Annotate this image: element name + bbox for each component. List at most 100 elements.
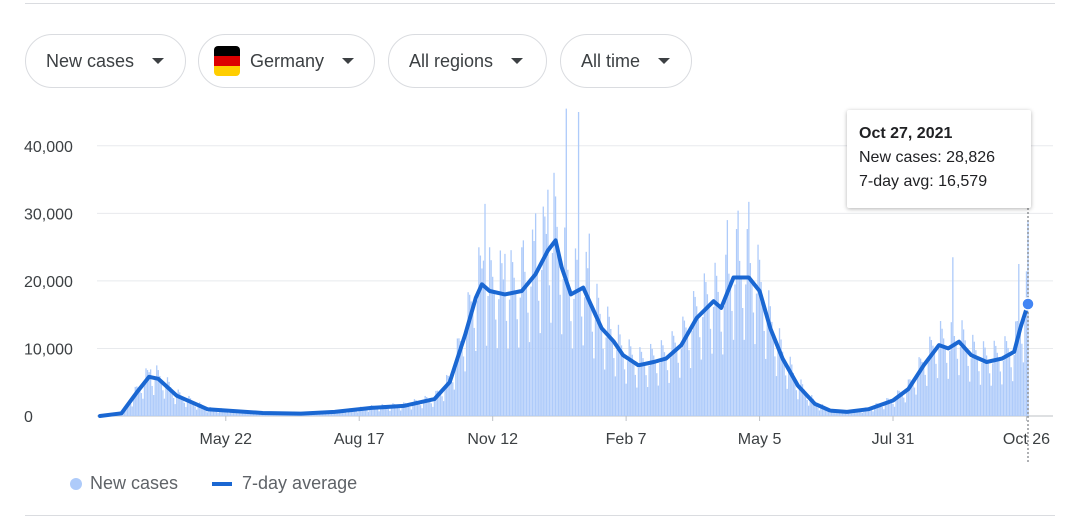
new-cases-bar xyxy=(570,321,572,416)
new-cases-bar xyxy=(946,362,948,416)
new-cases-bar xyxy=(199,402,201,416)
new-cases-bar xyxy=(861,412,863,416)
new-cases-bar xyxy=(551,252,554,416)
new-cases-bar xyxy=(884,403,887,416)
new-cases-bar xyxy=(271,414,273,416)
location-dropdown[interactable]: Germany xyxy=(198,34,375,88)
new-cases-bar xyxy=(987,361,989,416)
new-cases-bar xyxy=(596,283,598,416)
new-cases-bar xyxy=(841,411,844,416)
region-dropdown[interactable]: All regions xyxy=(388,34,547,88)
new-cases-bar xyxy=(206,412,209,416)
new-cases-bar xyxy=(172,397,175,416)
new-cases-bar xyxy=(965,350,968,416)
new-cases-bar xyxy=(731,310,733,416)
new-cases-bar xyxy=(758,259,761,416)
new-cases-bar xyxy=(850,413,853,416)
new-cases-bar xyxy=(392,403,394,416)
new-cases-bar xyxy=(240,411,242,416)
new-cases-bar xyxy=(719,306,721,416)
new-cases-bar xyxy=(488,247,491,416)
new-cases-bar xyxy=(700,359,702,416)
new-cases-bar xyxy=(981,362,983,416)
new-cases-bar xyxy=(548,285,551,416)
new-cases-bar xyxy=(442,401,445,416)
new-cases-bar xyxy=(590,304,592,416)
new-cases-bar xyxy=(880,404,882,416)
new-cases-legend-marker xyxy=(70,477,82,490)
new-cases-bar xyxy=(238,413,241,416)
new-cases-bar xyxy=(248,412,250,416)
new-cases-bar xyxy=(407,404,409,416)
new-cases-bar xyxy=(186,401,189,416)
new-cases-bar xyxy=(438,391,440,416)
new-cases-bar xyxy=(142,398,144,416)
new-cases-bar xyxy=(979,384,982,416)
new-cases-bar xyxy=(656,373,658,416)
new-cases-bar xyxy=(699,337,701,416)
average-line xyxy=(98,238,1030,418)
new-cases-bar xyxy=(1012,381,1014,416)
new-cases-bar xyxy=(146,370,149,416)
new-cases-bar xyxy=(752,312,755,416)
new-cases-bar xyxy=(415,399,417,416)
new-cases-bar xyxy=(502,279,505,416)
new-cases-bar xyxy=(765,358,767,416)
new-cases-bar xyxy=(674,342,676,416)
new-cases-bar xyxy=(157,370,159,416)
cases-chart[interactable]: 0 10,000 20,000 30,000 40,000 May 22 Aug 17 Nov… xyxy=(0,0,1080,470)
new-cases-bar xyxy=(350,408,353,416)
new-cases-bar xyxy=(999,371,1002,416)
new-cases-bar xyxy=(413,399,416,416)
new-cases-bar xyxy=(439,392,442,416)
new-cases-bar xyxy=(538,300,540,416)
new-cases-bar xyxy=(139,388,141,416)
caret-down-icon xyxy=(342,58,354,64)
new-cases-bar xyxy=(542,206,544,416)
new-cases-bar xyxy=(916,376,919,416)
new-cases-bar xyxy=(631,354,633,416)
new-cases-bar xyxy=(393,404,396,416)
new-cases-bar xyxy=(395,405,397,416)
new-cases-bar xyxy=(387,408,390,416)
new-cases-bar xyxy=(866,407,868,416)
new-cases-bar xyxy=(490,260,492,416)
new-cases-bar xyxy=(580,316,583,416)
new-cases-bar xyxy=(761,301,764,416)
new-cases-bar xyxy=(337,411,339,416)
new-cases-bar xyxy=(424,395,426,416)
new-cases-bar xyxy=(370,405,373,416)
new-cases-bar xyxy=(889,399,891,416)
new-cases-bar xyxy=(705,282,707,416)
new-cases-bar xyxy=(849,412,851,416)
new-cases-bar xyxy=(913,387,916,416)
new-cases-bar xyxy=(794,380,796,416)
timerange-dropdown[interactable]: All time xyxy=(560,34,692,88)
new-cases-bar xyxy=(455,365,457,416)
new-cases-bar xyxy=(932,345,934,416)
new-cases-bar xyxy=(801,384,804,416)
new-cases-bar xyxy=(188,395,190,416)
new-cases-bar xyxy=(992,363,994,416)
metric-dropdown[interactable]: New cases xyxy=(25,34,186,88)
new-cases-bar xyxy=(389,410,391,416)
new-cases-bar xyxy=(689,368,692,416)
new-cases-bar xyxy=(478,247,480,416)
x-tick-label: Oct 26 xyxy=(1003,431,1050,448)
new-cases-bar xyxy=(720,331,722,416)
new-cases-bar xyxy=(969,381,971,416)
new-cases-bar xyxy=(939,321,942,416)
new-cases-bar xyxy=(183,402,186,416)
average-legend-marker xyxy=(212,481,233,486)
new-cases-bar xyxy=(863,410,865,416)
x-tick-label: Nov 12 xyxy=(467,431,518,448)
new-cases-bar xyxy=(143,384,146,416)
new-cases-bar xyxy=(749,263,752,416)
new-cases-bar xyxy=(944,347,946,416)
new-cases-bar xyxy=(933,351,936,416)
new-cases-legend-label: New cases xyxy=(90,473,179,493)
new-cases-bar xyxy=(625,383,627,416)
new-cases-bar xyxy=(654,361,656,416)
new-cases-bar xyxy=(935,363,937,416)
new-cases-bar xyxy=(217,412,219,416)
